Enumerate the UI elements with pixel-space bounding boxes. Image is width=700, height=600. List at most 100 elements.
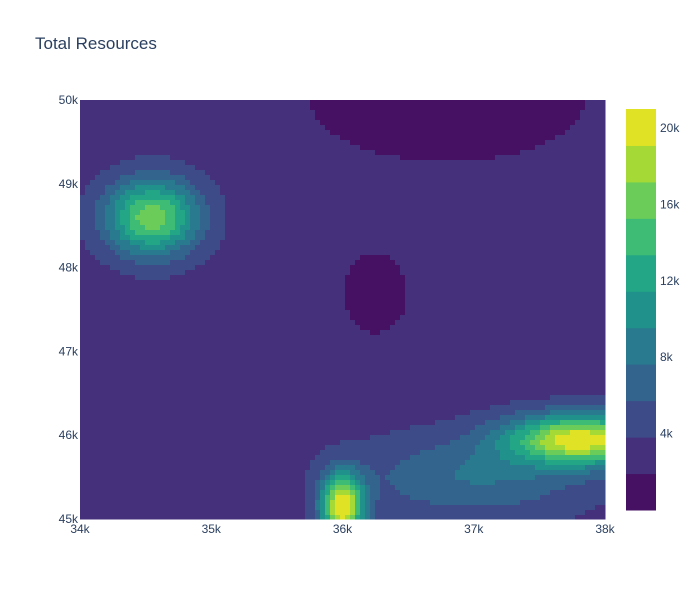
contour-cell (400, 195, 406, 201)
contour-cell (245, 215, 251, 221)
contour-cell (285, 260, 291, 266)
contour-cell (170, 115, 176, 121)
contour-cell (195, 110, 201, 116)
contour-cell (500, 325, 506, 331)
contour-cell (580, 330, 586, 336)
contour-cell (195, 255, 201, 261)
contour-cell (110, 155, 116, 161)
contour-cell (390, 240, 396, 246)
contour-cell (450, 250, 456, 256)
contour-cell (300, 210, 306, 216)
contour-cell (300, 110, 306, 116)
contour-cell (330, 155, 336, 161)
contour-cell (545, 305, 551, 311)
contour-cell (355, 100, 361, 106)
contour-cell (480, 235, 486, 241)
contour-cell (600, 130, 606, 136)
contour-cell (455, 250, 461, 256)
contour-cell (135, 130, 141, 136)
contour-cell (345, 265, 351, 271)
contour-cell (550, 310, 556, 316)
contour-cell (580, 270, 586, 276)
contour-cell (145, 315, 151, 321)
contour-cell (580, 165, 586, 171)
contour-cell (275, 270, 281, 276)
contour-cell (265, 150, 271, 156)
contour-cell (150, 225, 156, 231)
contour-cell (490, 200, 496, 206)
contour-cell (505, 310, 511, 316)
contour-cell (380, 270, 386, 276)
contour-cell (410, 150, 416, 156)
contour-cell (205, 110, 211, 116)
contour-cell (240, 155, 246, 161)
contour-cell (85, 235, 91, 241)
contour-cell (490, 270, 496, 276)
contour-cell (445, 285, 451, 291)
contour-cell (170, 225, 176, 231)
contour-cell (340, 180, 346, 186)
contour-cell (530, 315, 536, 321)
contour-cell (90, 155, 96, 161)
contour-cell (130, 120, 136, 126)
contour-cell (390, 195, 396, 201)
contour-cell (160, 275, 166, 281)
contour-cell (185, 135, 191, 141)
contour-cell (470, 300, 476, 306)
contour-cell (510, 240, 516, 246)
contour-cell (330, 250, 336, 256)
contour-cell (340, 300, 346, 306)
contour-cell (325, 245, 331, 251)
contour-cell (290, 120, 296, 126)
contour-cell (590, 110, 596, 116)
contour-cell (120, 285, 126, 291)
contour-cell (190, 285, 196, 291)
contour-cell (260, 285, 266, 291)
contour-cell (365, 305, 371, 311)
contour-cell (320, 220, 326, 226)
contour-cell (420, 310, 426, 316)
contour-cell (210, 165, 216, 171)
contour-cell (320, 135, 326, 141)
contour-cell (495, 275, 501, 281)
contour-cell (200, 135, 206, 141)
contour-cell (555, 275, 561, 281)
contour-cell (530, 105, 536, 111)
contour-cell (160, 265, 166, 271)
contour-cell (400, 225, 406, 231)
contour-cell (515, 290, 521, 296)
contour-cell (275, 100, 281, 106)
contour-cell (80, 255, 86, 261)
contour-cell (555, 280, 561, 286)
contour-cell (215, 335, 221, 341)
contour-cell (295, 205, 301, 211)
contour-cell (260, 240, 266, 246)
contour-cell (470, 245, 476, 251)
contour-cell (560, 320, 566, 326)
contour-cell (325, 195, 331, 201)
contour-cell (85, 210, 91, 216)
contour-cell (295, 145, 301, 151)
contour-cell (395, 280, 401, 286)
contour-cell (310, 290, 316, 296)
contour-cell (245, 300, 251, 306)
contour-cell (530, 155, 536, 161)
contour-cell (480, 305, 486, 311)
contour-cell (260, 190, 266, 196)
contour-cell (380, 295, 386, 301)
contour-cell (345, 305, 351, 311)
contour-cell (300, 180, 306, 186)
contour-cell (160, 285, 166, 291)
contour-cell (175, 265, 181, 271)
contour-cell (185, 160, 191, 166)
contour-cell (280, 140, 286, 146)
contour-cell (600, 155, 606, 161)
contour-cell (240, 265, 246, 271)
contour-cell (260, 220, 266, 226)
contour-cell (565, 215, 571, 221)
contour-cell (555, 145, 561, 151)
contour-cell (270, 165, 276, 171)
contour-cell (100, 165, 106, 171)
contour-cell (340, 265, 346, 271)
contour-cell (270, 310, 276, 316)
